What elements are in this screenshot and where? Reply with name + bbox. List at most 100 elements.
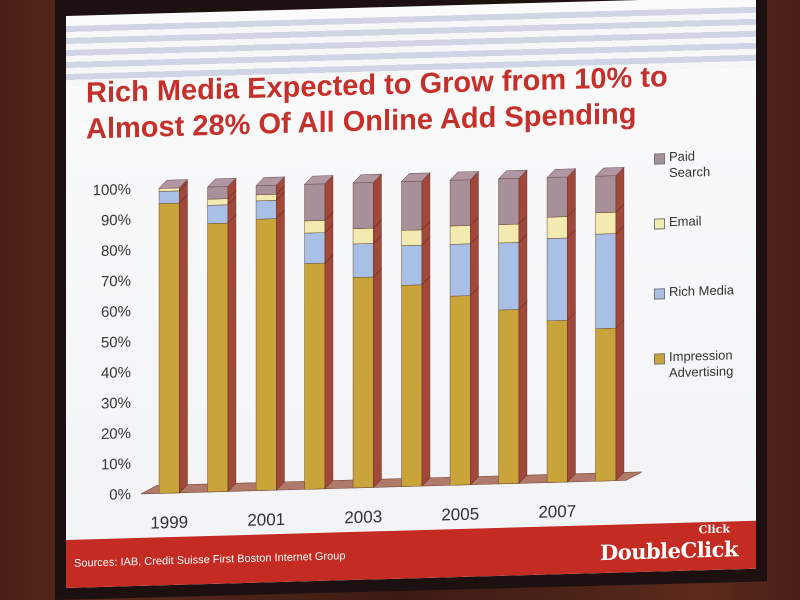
bar-segment-paid-search (401, 180, 423, 231)
bar-segment-email (449, 225, 471, 245)
bar-segment-paid-search (498, 178, 520, 225)
bar-segment-paid-search (546, 176, 568, 218)
bar-segment-paid-search (352, 182, 374, 229)
bar-side-rich-media (615, 224, 625, 329)
bar-segment-email (595, 211, 617, 235)
bar-segment-rich-media (401, 244, 423, 286)
bar-top (400, 172, 431, 182)
bar-segment-impression (207, 222, 229, 493)
bar-side-impression (421, 275, 431, 487)
bar-side-impression (470, 286, 479, 486)
bar-top (546, 168, 577, 178)
bar-side-paid-search (373, 173, 382, 229)
bar-segment-impression (449, 295, 471, 486)
legend-label-rich-media: Rich Media (669, 282, 734, 300)
bar-segment-impression (595, 327, 617, 482)
legend-label-line1: Paid (669, 148, 696, 165)
bar-segment-paid-search (595, 175, 617, 214)
bar-top (206, 177, 237, 188)
source-text: Sources: IAB, Credit Suisse First Boston… (74, 550, 346, 570)
bar-side-paid-search (518, 169, 528, 225)
bar-segment-paid-search (449, 179, 471, 227)
bar-segment-email (255, 194, 277, 202)
bar-segment-impression (498, 309, 520, 485)
bar-segment-impression (352, 276, 374, 489)
bar-side-impression (373, 268, 382, 489)
legend-swatch-impression (654, 353, 665, 365)
y-tick-label: 60% (101, 303, 131, 321)
bar-top (594, 167, 625, 177)
logo-click-text: Click (698, 522, 730, 537)
legend-label-line1: Email (669, 213, 702, 230)
stacked-bar-chart: 0% 10% 20% 30% 40% 50% 60% 70% 80% 90% 100% 1999 200… (93, 166, 643, 533)
y-tick-label: 40% (101, 364, 131, 382)
bar-side-impression (567, 311, 576, 483)
presentation-slide: Rich Media Expected to Grow from 10% to … (66, 0, 756, 588)
doubleclick-logo: DoubleClick (599, 536, 738, 566)
legend-label-line2: Search (669, 164, 711, 181)
bar-top (449, 171, 480, 181)
bar-segment-email (401, 229, 423, 246)
bar-side-impression (324, 254, 334, 490)
bar-segment-paid-search (255, 184, 277, 196)
x-tick-label: 2001 (247, 510, 285, 530)
y-tick-label: 70% (101, 273, 131, 291)
bar-segment-rich-media (449, 243, 471, 297)
bar-segment-impression (401, 284, 423, 487)
bar-segment-email (546, 216, 568, 239)
bar-segment-email (207, 198, 229, 206)
bar-side-rich-media (518, 233, 528, 311)
y-tick-label: 50% (101, 334, 131, 352)
bar-side-impression (179, 194, 188, 494)
legend-label-line2: Advertising (669, 363, 734, 381)
bar-side-impression (276, 209, 285, 491)
bar-segment-impression (304, 262, 326, 490)
bar-side-impression (227, 214, 237, 493)
legend-swatch-rich-media (654, 288, 665, 300)
bar-side-rich-media (470, 234, 479, 297)
y-tick-label: 80% (101, 242, 131, 260)
bar-segment-email (498, 223, 520, 244)
bar-segment-impression (546, 320, 568, 483)
x-tick-label: 2005 (441, 504, 479, 524)
bar-segment-rich-media (255, 200, 277, 220)
bar-segment-impression (255, 218, 277, 491)
bar-side-impression (615, 319, 625, 482)
bar-segment-rich-media (595, 233, 617, 329)
bar-segment-rich-media (158, 190, 180, 204)
bar-side-impression (518, 300, 528, 484)
x-tick-label: 1999 (150, 513, 188, 533)
legend-label-line1: Impression (669, 347, 733, 365)
bar-side-rich-media (567, 229, 576, 321)
y-tick-label: 30% (101, 395, 131, 413)
legend-label-paid-search: Paid Search (669, 148, 710, 181)
bar-segment-impression (158, 202, 180, 494)
bar-top (303, 175, 334, 185)
legend-label-impression: Impression Advertising (669, 347, 733, 381)
y-tick-label: 20% (101, 425, 131, 443)
bar-segment-email (352, 227, 374, 245)
bar-top (158, 179, 189, 189)
y-tick-label: 10% (101, 456, 131, 474)
bar-segment-paid-search (207, 186, 229, 200)
x-tick-label: 2003 (344, 507, 382, 527)
bar-segment-rich-media (207, 204, 229, 224)
bar-segment-rich-media (304, 232, 326, 264)
bar-segment-rich-media (546, 237, 568, 322)
bar-top (497, 169, 528, 180)
legend-label-email: Email (669, 213, 702, 230)
bar-segment-rich-media (498, 242, 520, 311)
x-tick-label: 2007 (538, 502, 576, 522)
legend-label-line1: Rich Media (669, 282, 735, 300)
bar-segment-rich-media (352, 243, 374, 278)
bar-side-paid-search (421, 172, 431, 231)
y-tick-label: 100% (93, 181, 131, 199)
bar-top (352, 173, 383, 184)
bar-segment-email (304, 220, 326, 234)
y-tick-label: 0% (109, 486, 131, 504)
y-tick-label: 90% (101, 212, 131, 230)
bar-segment-paid-search (304, 183, 326, 222)
legend-swatch-email (654, 218, 665, 230)
bar-top (255, 176, 286, 186)
bar-side-paid-search (470, 170, 479, 227)
